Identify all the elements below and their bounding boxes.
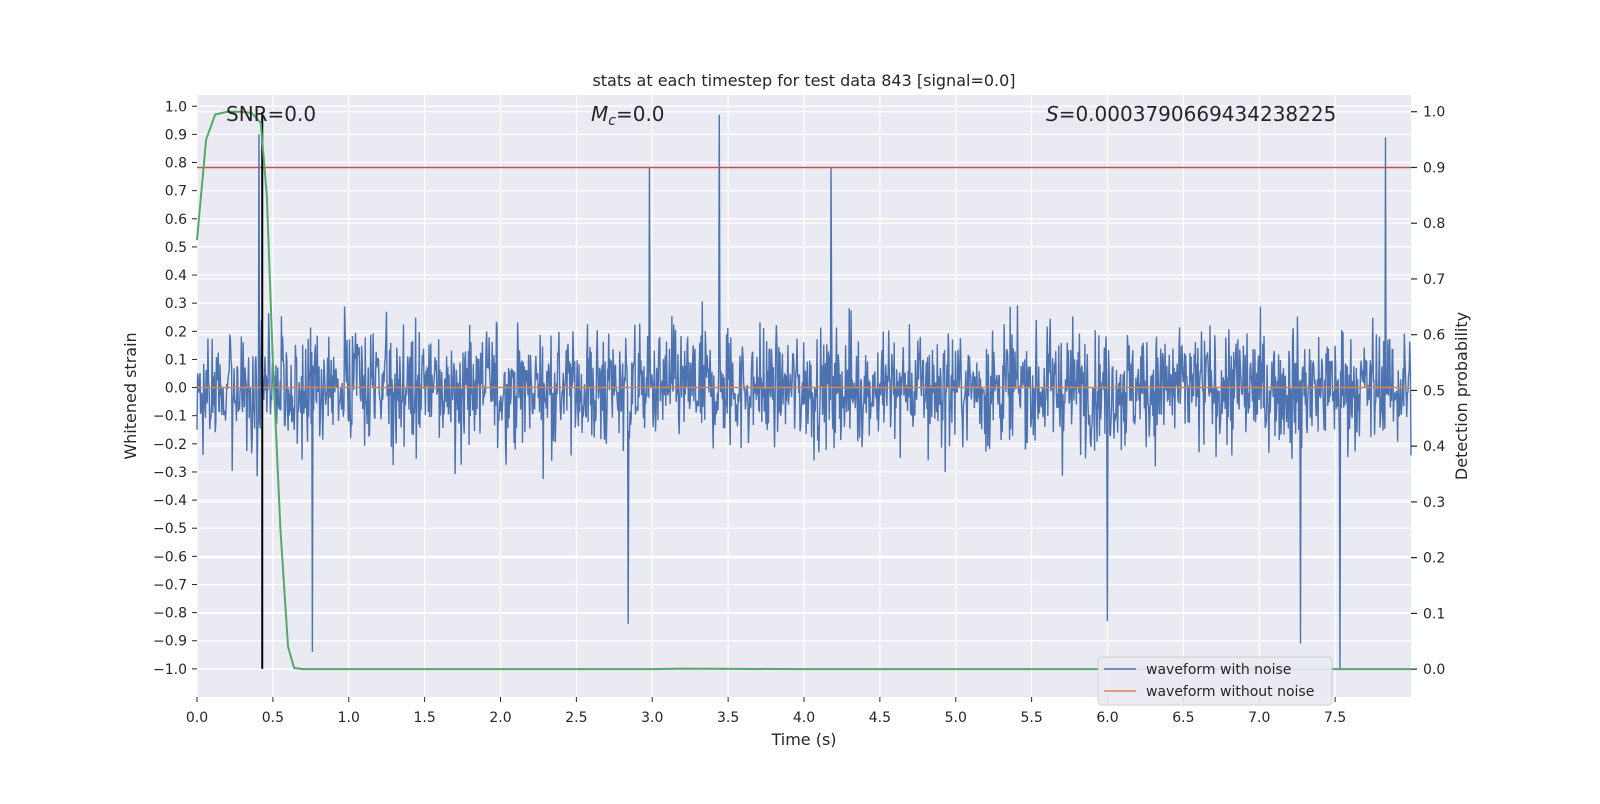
mc-symbol: M xyxy=(591,102,608,126)
snr-annotation: SNR=0.0 xyxy=(226,102,316,126)
s-value: =0.000379066943423822​5 xyxy=(1059,102,1337,126)
x-tick-label: 5.5 xyxy=(1020,710,1042,726)
y-tick-label: 0.8 xyxy=(165,156,187,172)
y-tick-label: −0.1 xyxy=(153,409,187,425)
y-tick-label: 1.0 xyxy=(165,99,187,115)
y2-axis-ticks: 1.0 0.9 0.8 0.7 0.6 0.5 0.4 0.3 0.2 0.1 0.0 xyxy=(1411,105,1445,678)
y-tick-label: 0.9 xyxy=(165,127,187,143)
x-axis-ticks: 0.0 0.5 1.0 1.5 2.0 2.5 3.0 3.5 4.0 4.5 5.0 5.5 6.0 6… xyxy=(186,697,1346,726)
y-tick-label: 0.6 xyxy=(165,212,187,228)
y2-tick-label: 0.2 xyxy=(1423,551,1445,567)
legend-entry-clean: waveform without noise xyxy=(1146,684,1314,700)
y2-tick-label: 0.5 xyxy=(1423,383,1445,399)
x-tick-label: 0.5 xyxy=(262,710,284,726)
mc-subscript: c xyxy=(608,113,616,129)
score-annotation: S=0.000379066943423822​5 xyxy=(1046,102,1336,126)
legend-box xyxy=(1097,656,1333,706)
y2-tick-label: 0.7 xyxy=(1423,272,1445,288)
y-tick-label: −0.8 xyxy=(153,606,187,622)
y2-tick-label: 0.4 xyxy=(1423,439,1445,455)
y-tick-label: 0.1 xyxy=(165,352,187,368)
y-tick-label: −0.2 xyxy=(153,437,187,453)
x-tick-label: 2.5 xyxy=(565,710,587,726)
s-symbol: S xyxy=(1046,102,1059,126)
x-tick-label: 1.5 xyxy=(413,710,435,726)
x-tick-label: 0.0 xyxy=(186,710,208,726)
legend: waveform with noise waveform without noi… xyxy=(1097,656,1333,706)
y2-tick-label: 0.1 xyxy=(1423,606,1445,622)
y-axis-label: Whitened strain xyxy=(121,332,140,459)
y2-tick-label: 1.0 xyxy=(1423,105,1445,121)
y-tick-label: −0.4 xyxy=(153,493,187,509)
chirp-mass-annotation: Mc=0.0 xyxy=(591,102,665,129)
x-tick-label: 3.5 xyxy=(717,710,739,726)
y-tick-label: 0.2 xyxy=(165,324,187,340)
y-tick-label: −0.3 xyxy=(153,465,187,481)
x-tick-label: 6.0 xyxy=(1096,710,1118,726)
x-tick-label: 6.5 xyxy=(1172,710,1194,726)
y-tick-label: 0.7 xyxy=(165,184,187,200)
x-tick-label: 4.0 xyxy=(793,710,815,726)
y-tick-label: −0.7 xyxy=(153,577,187,593)
y2-tick-label: 0.9 xyxy=(1423,160,1445,176)
y-axis-ticks: 1.0 0.9 0.8 0.7 0.6 0.5 0.4 0.3 0.2 0.1 0.0 −0.1 −0.… xyxy=(153,99,197,678)
mc-value: =0.0 xyxy=(616,102,665,126)
y-tick-label: 0.3 xyxy=(165,296,187,312)
y2-tick-label: 0.0 xyxy=(1423,662,1445,678)
y-tick-label: −0.9 xyxy=(153,634,187,650)
y-tick-label: 0.4 xyxy=(165,268,187,284)
y-tick-label: −1.0 xyxy=(153,662,187,678)
y-tick-label: −0.5 xyxy=(153,521,187,537)
y-tick-label: −0.6 xyxy=(153,549,187,565)
x-axis-label: Time (s) xyxy=(770,730,836,749)
y-tick-label: 0.0 xyxy=(165,381,187,397)
x-tick-label: 2.0 xyxy=(489,710,511,726)
detection-probability-line xyxy=(196,110,1411,671)
x-tick-label: 7.0 xyxy=(1248,710,1270,726)
x-tick-label: 4.5 xyxy=(869,710,891,726)
x-tick-label: 3.0 xyxy=(641,710,663,726)
y2-tick-label: 0.3 xyxy=(1423,495,1445,511)
x-tick-label: 7.5 xyxy=(1324,710,1346,726)
x-tick-label: 5.0 xyxy=(945,710,967,726)
y-tick-label: 0.5 xyxy=(165,240,187,256)
chart-title: stats at each timestep for test data 843… xyxy=(592,71,1015,90)
y2-tick-label: 0.8 xyxy=(1423,216,1445,232)
y2-tick-label: 0.6 xyxy=(1423,328,1445,344)
x-tick-label: 1.0 xyxy=(338,710,360,726)
y2-axis-label: Detection probability xyxy=(1452,312,1471,480)
legend-entry-noise: waveform with noise xyxy=(1146,662,1291,678)
